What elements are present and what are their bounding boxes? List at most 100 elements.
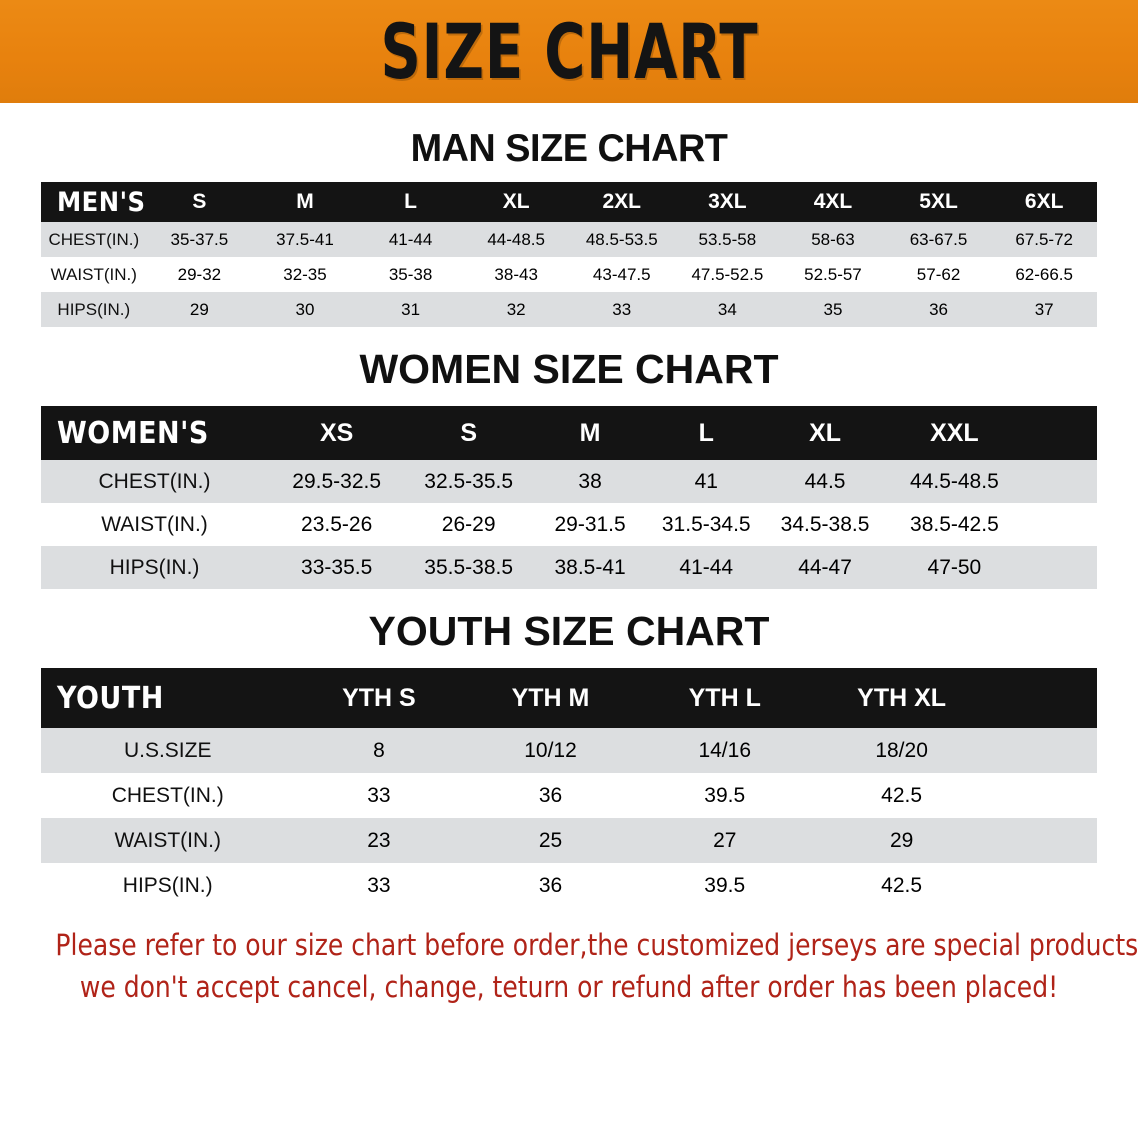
- table-cell: 44.5-48.5: [910, 469, 999, 493]
- man-section-title: MAN SIZE CHART: [410, 127, 728, 170]
- table-cell: 25: [538, 828, 563, 852]
- table-cell: 62-66.5: [1015, 264, 1073, 284]
- table-cell: 8: [373, 738, 385, 762]
- table-cell: 32: [506, 299, 526, 319]
- table-cell: 32.5-35.5: [424, 469, 514, 493]
- table-cell: 47.5-52.5: [691, 264, 764, 284]
- table-cell: 23.5-26: [301, 512, 373, 536]
- table-cell: 67.5-72: [1015, 229, 1073, 249]
- table-row: WAIST(IN.) 23.5-26 26-29 29-31.5 31.5-34…: [41, 503, 1097, 546]
- table-cell: 38-43: [494, 264, 538, 284]
- table-row: CHEST(IN.) 29.5-32.5 32.5-35.5 38 41 44.…: [41, 460, 1097, 503]
- table-cell: 29.5-32.5: [292, 469, 382, 493]
- table-cell-spacer: [991, 773, 1097, 818]
- youth-row-label-us-size: U.S.SIZE: [123, 738, 212, 762]
- table-cell: 58-63: [811, 229, 855, 249]
- table-cell: 31.5-34.5: [661, 512, 751, 536]
- women-table-header: WOMEN'S XS S M L XL XXL: [41, 406, 1097, 460]
- women-size-table: WOMEN'S XS S M L XL XXL CHEST(IN.) 29.5-…: [41, 406, 1097, 589]
- table-header-row: WOMEN'S XS S M L XL XXL: [41, 406, 1097, 460]
- man-col-xl: XL: [502, 190, 530, 213]
- table-cell: 29: [189, 299, 209, 319]
- table-cell: 35-38: [388, 264, 433, 284]
- youth-col-yth-m: YTH M: [511, 683, 590, 712]
- table-cell: 14/16: [698, 738, 752, 762]
- youth-row-label-chest: CHEST(IN.): [111, 783, 224, 807]
- table-header-row: MEN'S S M L XL 2XL 3XL 4XL 5XL 6XL: [41, 182, 1097, 222]
- table-cell: 42.5: [881, 873, 923, 897]
- man-row-label-hips: HIPS(IN.): [57, 299, 131, 319]
- table-cell: 29: [889, 828, 914, 852]
- youth-table-header: YOUTH YTH S YTH M YTH L YTH XL: [41, 668, 1097, 728]
- table-cell: 39.5: [704, 783, 746, 807]
- women-table-body: CHEST(IN.) 29.5-32.5 32.5-35.5 38 41 44.…: [41, 460, 1097, 589]
- table-row: HIPS(IN.) 33-35.5 35.5-38.5 38.5-41 41-4…: [41, 546, 1097, 589]
- table-cell-spacer: [991, 728, 1097, 773]
- table-cell: 35-37.5: [170, 229, 229, 249]
- table-cell: 43-47.5: [592, 264, 651, 284]
- youth-col-yth-s: YTH S: [342, 683, 416, 712]
- table-cell: 33: [612, 299, 632, 319]
- table-cell: 36: [929, 299, 948, 319]
- man-col-5xl: 5XL: [919, 190, 958, 213]
- table-cell: 48.5-53.5: [585, 229, 658, 249]
- man-col-s: S: [192, 190, 207, 213]
- table-cell: 29-32: [177, 264, 222, 284]
- table-cell: 33-35.5: [301, 555, 373, 579]
- table-cell: 41: [694, 469, 718, 493]
- table-cell: 34.5-38.5: [780, 512, 870, 536]
- table-cell: 53.5-58: [698, 229, 757, 249]
- youth-table-body: U.S.SIZE 8 10/12 14/16 18/20 CHEST(IN.) …: [41, 728, 1097, 908]
- women-col-xl: XL: [809, 418, 842, 447]
- table-cell: 44-47: [798, 555, 852, 579]
- table-cell: 33: [367, 873, 391, 897]
- man-col-4xl: 4XL: [813, 190, 853, 213]
- table-cell: 44-48.5: [487, 229, 545, 249]
- women-col-l: L: [698, 418, 714, 447]
- table-cell: 52.5-57: [804, 264, 862, 284]
- table-cell: 38.5-41: [554, 555, 626, 579]
- table-cell: 33: [367, 783, 391, 807]
- table-cell: 36: [538, 873, 563, 897]
- youth-row-label-waist: WAIST(IN.): [114, 828, 221, 852]
- women-corner-label: WOMEN'S: [57, 415, 209, 451]
- youth-corner-label: YOUTH: [57, 680, 164, 716]
- man-row-label-chest: CHEST(IN.): [48, 229, 140, 249]
- man-corner-label: MEN'S: [57, 186, 146, 218]
- table-cell: 36: [538, 783, 563, 807]
- man-col-2xl: 2XL: [602, 190, 642, 213]
- disclaimer-line-2: we don't accept cancel, change, teturn o…: [79, 970, 1059, 1005]
- table-cell-spacer: [1023, 503, 1097, 546]
- table-cell: 37: [1034, 299, 1054, 319]
- table-row: HIPS(IN.) 29 30 31 32 33 34 35 36 37: [41, 292, 1097, 327]
- table-cell: 38: [578, 469, 602, 493]
- table-cell: 31: [401, 299, 421, 319]
- man-col-m: M: [296, 190, 314, 213]
- women-col-xs: XS: [319, 418, 354, 447]
- women-table-wrap: WOMEN'S XS S M L XL XXL CHEST(IN.) 29.5-…: [41, 406, 1097, 589]
- table-cell: 30: [295, 299, 315, 319]
- table-cell: 42.5: [881, 783, 923, 807]
- table-row: HIPS(IN.) 33 36 39.5 42.5: [41, 863, 1097, 908]
- youth-col-spacer: [991, 668, 1097, 728]
- youth-col-yth-l: YTH L: [688, 683, 761, 712]
- page-title: SIZE CHART: [380, 6, 758, 96]
- women-row-label-waist: WAIST(IN.): [101, 512, 208, 536]
- table-cell: 29-31.5: [554, 512, 626, 536]
- table-cell: 27: [713, 828, 737, 852]
- table-cell: 18/20: [875, 738, 928, 762]
- table-cell: 34: [717, 299, 737, 319]
- table-row: U.S.SIZE 8 10/12 14/16 18/20: [41, 728, 1097, 773]
- women-row-label-hips: HIPS(IN.): [109, 555, 200, 579]
- youth-col-yth-xl: YTH XL: [857, 683, 947, 712]
- women-col-s: S: [460, 418, 477, 447]
- man-col-6xl: 6XL: [1024, 190, 1064, 213]
- table-cell: 41-44: [679, 555, 734, 579]
- man-row-label-waist: WAIST(IN.): [50, 264, 137, 284]
- table-cell: 57-62: [916, 264, 961, 284]
- youth-section-title: YOUTH SIZE CHART: [368, 608, 770, 654]
- man-col-3xl: 3XL: [708, 190, 747, 213]
- table-row: CHEST(IN.) 35-37.5 37.5-41 41-44 44-48.5…: [41, 222, 1097, 257]
- table-row: CHEST(IN.) 33 36 39.5 42.5: [41, 773, 1097, 818]
- table-row: WAIST(IN.) 29-32 32-35 35-38 38-43 43-47…: [41, 257, 1097, 292]
